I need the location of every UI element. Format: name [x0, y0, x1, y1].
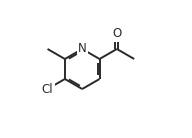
- Text: O: O: [112, 27, 122, 40]
- Text: Cl: Cl: [42, 83, 53, 95]
- Text: N: N: [78, 43, 87, 55]
